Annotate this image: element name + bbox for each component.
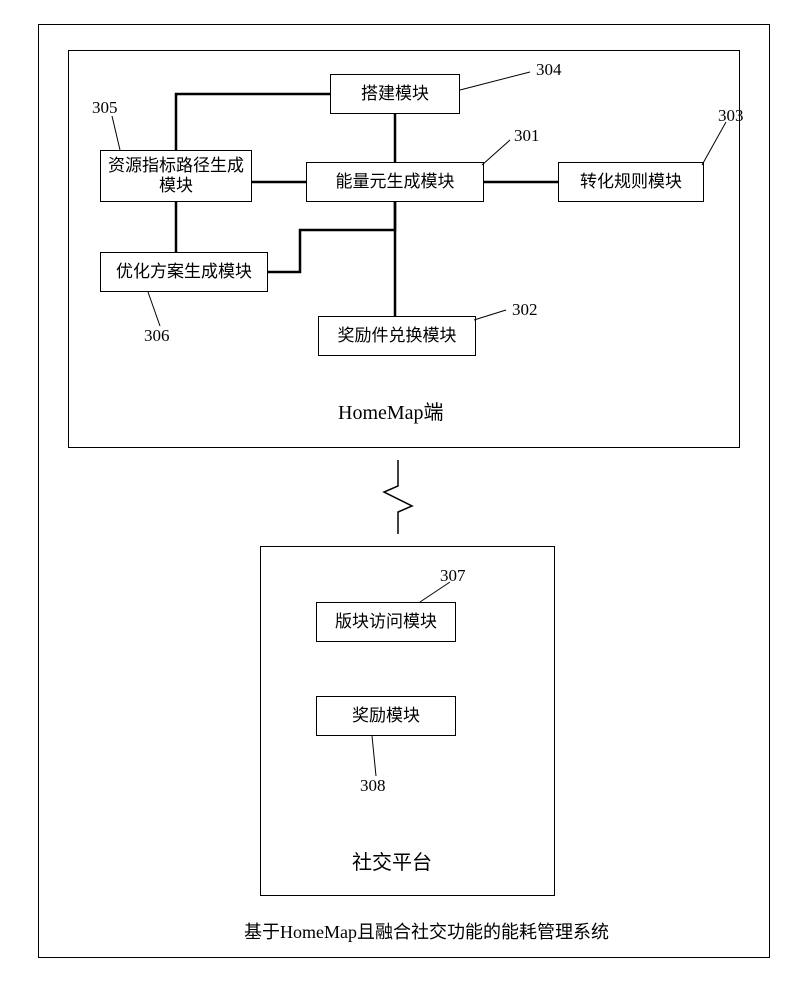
ref-label-302: 302 (512, 300, 538, 320)
node-label: 优化方案生成模块 (116, 262, 252, 282)
node-label: 版块访问模块 (335, 612, 437, 632)
node-label: 奖励模块 (352, 706, 420, 726)
node-label: 能量元生成模块 (336, 172, 455, 192)
node-label: 转化规则模块 (580, 172, 682, 192)
node-conversion-rule-module: 转化规则模块 (558, 162, 704, 202)
ref-label-306: 306 (144, 326, 170, 346)
node-label: 搭建模块 (361, 84, 429, 104)
node-energy-gen-module: 能量元生成模块 (306, 162, 484, 202)
node-reward-exchange-module: 奖励件兑换模块 (318, 316, 476, 356)
ref-label-303: 303 (718, 106, 744, 126)
ref-label-304: 304 (536, 60, 562, 80)
caption-social-platform: 社交平台 (352, 846, 432, 875)
node-build-module: 搭建模块 (330, 74, 460, 114)
node-label: 奖励件兑换模块 (338, 326, 457, 346)
ref-label-308: 308 (360, 776, 386, 796)
node-optimization-gen-module: 优化方案生成模块 (100, 252, 268, 292)
node-label: 资源指标路径生成模块 (103, 156, 249, 197)
ref-label-301: 301 (514, 126, 540, 146)
node-resource-path-gen-module: 资源指标路径生成模块 (100, 150, 252, 202)
node-section-access-module: 版块访问模块 (316, 602, 456, 642)
node-reward-module: 奖励模块 (316, 696, 456, 736)
ref-label-307: 307 (440, 566, 466, 586)
caption-system-title: 基于HomeMap且融合社交功能的能耗管理系统 (244, 918, 609, 944)
caption-homemap: HomeMap端 (338, 396, 444, 425)
ref-label-305: 305 (92, 98, 118, 118)
